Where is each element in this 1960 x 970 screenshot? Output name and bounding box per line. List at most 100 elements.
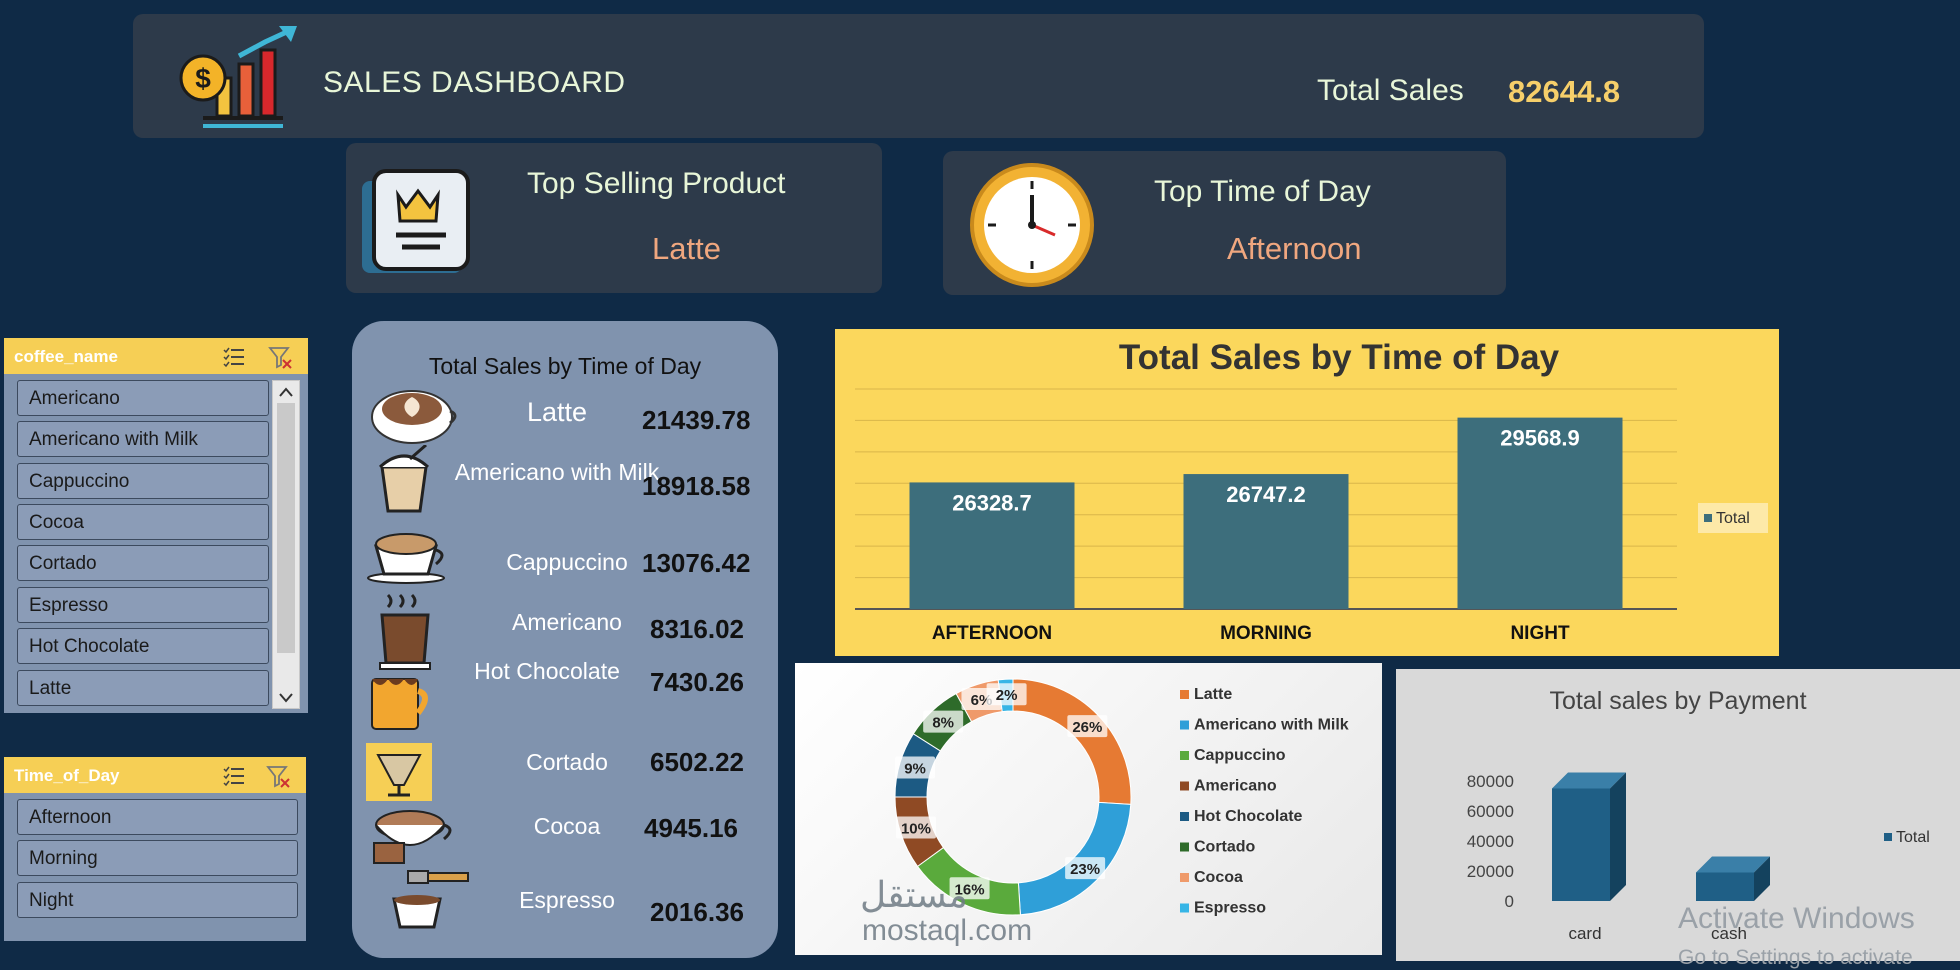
product-share-donut-card: 26% 23% 16% 10% 9% 8% 6% 2% Latte Americano with … [795, 663, 1382, 955]
top-product-value: Latte [652, 231, 721, 266]
total-sales-value: 82644.8 [1508, 74, 1621, 109]
legend-label: Espresso [1194, 900, 1266, 917]
coffee-name-slicer: coffee_name Americano Americano with Mil… [4, 338, 308, 713]
slicer-item-cortado[interactable]: Cortado [17, 545, 269, 581]
cocoa-icon [373, 810, 452, 864]
multi-select-icon[interactable] [222, 764, 246, 788]
slicer-item-afternoon[interactable]: Afternoon [17, 799, 298, 835]
slicer-title: Time_of_Day [14, 766, 120, 785]
slicer-item-cocoa[interactable]: Cocoa [17, 504, 269, 540]
slicer-title: coffee_name [14, 347, 118, 366]
svg-text:$: $ [195, 63, 211, 94]
x-tick-label: card [1568, 924, 1601, 943]
product-value-cappuccino: 13076.42 [642, 548, 751, 578]
x-tick-label: AFTERNOON [932, 623, 1052, 644]
legend-swatch [1884, 833, 1892, 841]
clear-filter-icon[interactable] [268, 345, 292, 369]
activate-settings-text: Go to Settings to activate [1678, 946, 1913, 969]
time-of-day-bar-chart: Total Sales by Time of Day 26328.7 AFTERN… [855, 338, 1768, 644]
slicer-item-cappuccino[interactable]: Cappuccino [17, 463, 269, 499]
slicer-item-hot-chocolate[interactable]: Hot Chocolate [17, 628, 269, 664]
slice-label: 2% [996, 687, 1018, 704]
americano-icon [379, 593, 431, 670]
bar-top [1696, 856, 1770, 873]
y-tick-label: 0 [1505, 892, 1514, 911]
product-name-cocoa: Cocoa [533, 813, 601, 839]
top-product-title: Top Selling Product [527, 167, 786, 200]
slice-label-box [895, 756, 936, 779]
top-time-card: Top Time of Day Afternoon [943, 151, 1506, 295]
product-value-hot-chocolate: 7430.26 [650, 667, 744, 697]
bar [1457, 417, 1623, 609]
slicer-item-espresso[interactable]: Espresso [17, 587, 269, 623]
legend-label: Hot Chocolate [1194, 808, 1303, 825]
scroll-thumb[interactable] [277, 403, 295, 653]
slicer-item-latte[interactable]: Latte [17, 670, 269, 706]
scroll-up-icon[interactable] [278, 385, 294, 399]
slice-label-box [895, 816, 936, 839]
slice-label: 10% [901, 821, 931, 838]
watermark-brand-ar: مستقل [860, 874, 968, 915]
legend-label: Cappuccino [1194, 747, 1286, 764]
legend-swatch [1180, 720, 1189, 730]
latte-icon [371, 390, 457, 444]
time-of-day-bar-chart-card: Total Sales by Time of Day 26328.7 AFTERN… [835, 329, 1779, 656]
legend-swatch [1180, 842, 1189, 852]
product-value-latte: 21439.78 [642, 405, 751, 435]
legend-swatch [1704, 514, 1712, 522]
slicer-header: Time_of_Day [4, 757, 306, 793]
chart-title: Total sales by Payment [1549, 687, 1806, 715]
slice-label: 16% [955, 881, 985, 898]
watermark-brand: mostaql.com [862, 914, 1033, 947]
payment-chart-card: Total sales by Payment 80000 60000 40000 20… [1396, 669, 1960, 961]
scroll-down-icon[interactable] [278, 691, 294, 705]
legend-swatch [1180, 781, 1189, 791]
product-card-icon [362, 169, 470, 273]
product-sales-panel: Total Sales by Time of Day Latte 21439.7… [352, 321, 778, 958]
legend-label: Latte [1194, 686, 1232, 703]
product-name-espresso: Espresso [519, 887, 615, 913]
x-tick-label: cash [1711, 924, 1747, 943]
bar-side [1610, 772, 1626, 901]
espresso-icon [392, 870, 469, 929]
legend-label: Cocoa [1194, 869, 1243, 886]
legend-swatch [1180, 690, 1189, 699]
product-value-americano-with-milk: 18918.58 [642, 471, 751, 501]
bar-value-label: 26328.7 [952, 490, 1032, 515]
slice-label: 23% [1070, 861, 1100, 878]
bar-side [1754, 856, 1770, 901]
chart-title: Total Sales by Time of Day [1119, 338, 1560, 377]
slicer-item-americano[interactable]: Americano [17, 380, 269, 416]
dashboard-title: SALES DASHBOARD [323, 66, 626, 99]
top-time-title: Top Time of Day [1154, 175, 1371, 208]
bar-top [1552, 772, 1626, 789]
clear-filter-icon[interactable] [266, 764, 290, 788]
slicer-scrollbar[interactable] [272, 380, 300, 709]
y-tick-label: 60000 [1467, 802, 1514, 821]
x-tick-label: NIGHT [1510, 623, 1570, 644]
slice-label: 9% [904, 761, 926, 778]
header-bar: $ SALES DASHBOARD Total Sales 82644.8 [133, 14, 1704, 138]
slicer-item-night[interactable]: Night [17, 882, 298, 918]
slicer-item-americano-with-milk[interactable]: Americano with Milk [17, 421, 269, 457]
activate-windows-text: Activate Windows [1678, 902, 1915, 935]
slicer-item-morning[interactable]: Morning [17, 840, 298, 876]
iced-coffee-icon [378, 445, 430, 513]
legend-label: Total [1716, 510, 1750, 527]
legend-swatch [1180, 812, 1189, 821]
legend-swatch [1180, 751, 1189, 760]
legend-label: Cortado [1194, 839, 1256, 856]
hot-chocolate-icon [371, 678, 428, 730]
sales-growth-icon: $ [179, 26, 297, 128]
product-value-americano: 8316.02 [650, 614, 744, 644]
product-name-latte: Latte [526, 397, 588, 427]
legend-label: Americano [1194, 778, 1277, 795]
product-name-americano: Americano [512, 609, 622, 635]
panel-title: Total Sales by Time of Day [428, 353, 702, 379]
multi-select-icon[interactable] [222, 345, 246, 369]
top-product-card: Top Selling Product Latte [346, 143, 882, 293]
cappuccino-icon [367, 533, 445, 584]
legend-label: Americano with Milk [1194, 717, 1349, 734]
product-value-cortado: 6502.22 [650, 747, 744, 777]
